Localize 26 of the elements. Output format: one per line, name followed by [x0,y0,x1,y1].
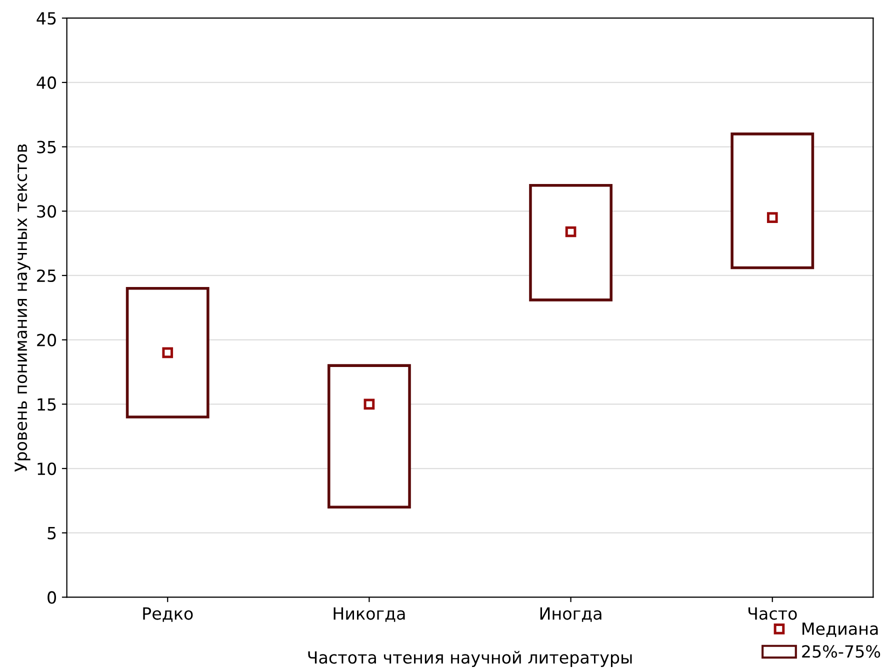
x-axis-title: Частота чтения научной литературы [308,650,632,667]
y-tick-label: 45 [36,12,56,25]
point [766,212,778,223]
bar [529,184,613,302]
legend-label: Медиана [802,622,878,638]
y-tick-label: 40 [36,76,56,90]
y-tick-label: 35 [37,140,56,154]
y-tick-label: 20 [37,334,56,346]
point [364,398,375,410]
x-tick-label: Никогда [334,607,405,622]
y-tick-label: 25 [37,269,56,282]
y-tick-label: 15 [38,398,56,411]
bar [730,132,814,270]
legend-label: 25%-75% [802,645,880,658]
y-tick-label: 0 [48,591,56,604]
x-tick-label: Часто [748,607,797,620]
point [162,347,174,358]
bar [126,286,210,418]
y-axis-title: Уровень понимания научных текстов [14,144,30,472]
x-tick-label: Иногда [540,607,602,622]
y-tick-label: 30 [37,205,56,218]
y-tick-label: 5 [48,527,56,540]
point [565,226,576,238]
x-tick-label: Редко [143,607,193,622]
bar [328,364,411,508]
y-tick-label: 10 [38,462,56,476]
